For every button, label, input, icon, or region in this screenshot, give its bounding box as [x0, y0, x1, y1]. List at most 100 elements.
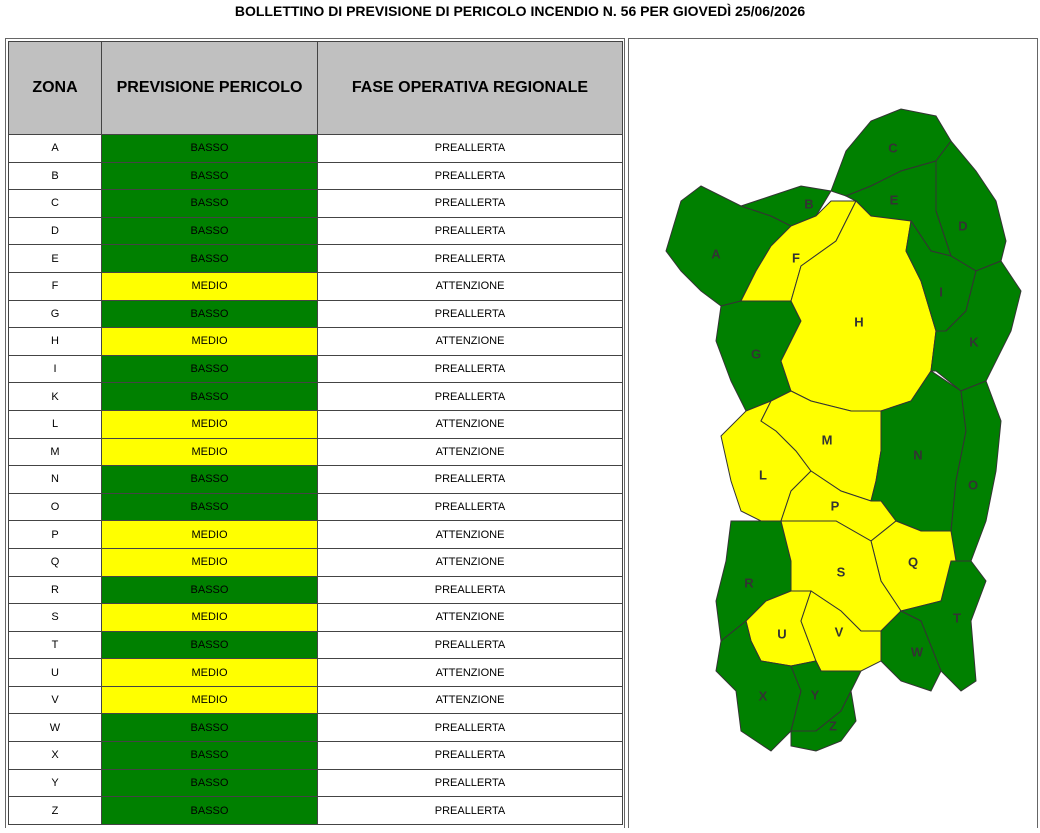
level-cell: MEDIO	[101, 658, 318, 687]
table-row: B BASSO PREALLERTA	[8, 161, 623, 191]
table-row: D BASSO PREALLERTA	[8, 216, 623, 246]
level-cell: BASSO	[101, 134, 318, 163]
zone-cell: S	[8, 603, 102, 632]
zone-label: G	[751, 346, 761, 361]
phase-cell: ATTENZIONE	[317, 658, 623, 687]
table-row: S MEDIO ATTENZIONE	[8, 603, 623, 632]
phase-cell: PREALLERTA	[317, 713, 623, 743]
zone-label: N	[913, 447, 922, 462]
zone-cell: D	[8, 216, 102, 246]
table-row: A BASSO PREALLERTA	[8, 134, 623, 163]
phase-cell: PREALLERTA	[317, 575, 623, 605]
zone-area	[800, 590, 882, 672]
phase-cell: ATTENZIONE	[317, 520, 623, 549]
zone-label: T	[953, 610, 961, 625]
zone-cell: Y	[8, 768, 102, 798]
phase-cell: PREALLERTA	[317, 768, 623, 798]
zone-cell: W	[8, 713, 102, 743]
zone-area	[790, 689, 857, 752]
title: BOLLETTINO DI PREVISIONE DI PERICOLO INC…	[234, 3, 806, 19]
level-cell: MEDIO	[101, 685, 318, 715]
zone-label: B	[804, 196, 813, 211]
table-row: Q MEDIO ATTENZIONE	[8, 547, 623, 577]
level-cell: BASSO	[101, 796, 318, 825]
zone-cell: X	[8, 741, 102, 770]
zone-label: I	[939, 284, 943, 299]
table-row: I BASSO PREALLERTA	[8, 354, 623, 384]
table-row: G BASSO PREALLERTA	[8, 299, 623, 329]
table-row: E BASSO PREALLERTA	[8, 244, 623, 273]
table-row: F MEDIO ATTENZIONE	[8, 271, 623, 301]
zone-cell: T	[8, 630, 102, 660]
zone-cell: A	[8, 134, 102, 163]
phase-cell: PREALLERTA	[317, 299, 623, 329]
table-body: A BASSO PREALLERTA B BASSO PREALLERTA C BASSO PR…	[8, 134, 623, 825]
level-cell: BASSO	[101, 630, 318, 660]
level-cell: BASSO	[101, 161, 318, 191]
zone-label: O	[968, 477, 978, 492]
forecast-table: ZONA PREVISIONE PERICOLO FASE OPERATIVA RE…	[8, 41, 623, 825]
zone-label: H	[854, 314, 863, 329]
phase-cell: ATTENZIONE	[317, 271, 623, 301]
table-row: Z BASSO PREALLERTA	[8, 796, 623, 825]
map-box: A B C D E F G H I K L M N O P Q R S T U V W X Y Z	[628, 38, 1038, 828]
level-cell: BASSO	[101, 575, 318, 605]
table-row: P MEDIO ATTENZIONE	[8, 520, 623, 549]
level-cell: MEDIO	[101, 327, 318, 356]
phase-cell: ATTENZIONE	[317, 547, 623, 577]
phase-cell: PREALLERTA	[317, 382, 623, 411]
zone-cell: R	[8, 575, 102, 605]
zone-cell: C	[8, 189, 102, 218]
zone-label: K	[969, 334, 979, 349]
zone-area	[739, 185, 832, 227]
table-row: O BASSO PREALLERTA	[8, 492, 623, 522]
zone-cell: P	[8, 520, 102, 549]
zone-cell: N	[8, 465, 102, 494]
phase-cell: PREALLERTA	[317, 216, 623, 246]
table-box: ZONA PREVISIONE PERICOLO FASE OPERATIVA RE…	[5, 38, 625, 828]
phase-cell: PREALLERTA	[317, 796, 623, 825]
zone-label: L	[759, 467, 767, 482]
phase-cell: PREALLERTA	[317, 354, 623, 384]
zone-label: X	[759, 688, 768, 703]
level-cell: BASSO	[101, 768, 318, 798]
zone-label: Q	[908, 554, 918, 569]
zone-cell: F	[8, 271, 102, 301]
zone-cell: M	[8, 437, 102, 467]
zone-cell: V	[8, 685, 102, 715]
zone-label: U	[777, 626, 786, 641]
level-cell: BASSO	[101, 354, 318, 384]
zone-label: Z	[829, 718, 837, 733]
zone-label: A	[711, 246, 721, 261]
phase-cell: PREALLERTA	[317, 189, 623, 218]
phase-cell: PREALLERTA	[317, 630, 623, 660]
phase-cell: ATTENZIONE	[317, 685, 623, 715]
zone-label: Y	[811, 687, 820, 702]
level-cell: BASSO	[101, 216, 318, 246]
level-cell: BASSO	[101, 741, 318, 770]
level-cell: BASSO	[101, 465, 318, 494]
table-row: H MEDIO ATTENZIONE	[8, 327, 623, 356]
zone-label: D	[958, 218, 967, 233]
level-cell: MEDIO	[101, 520, 318, 549]
phase-cell: PREALLERTA	[317, 134, 623, 163]
table-row: U MEDIO ATTENZIONE	[8, 658, 623, 687]
zone-area	[899, 560, 987, 692]
zone-area	[880, 610, 942, 692]
zone-cell: Z	[8, 796, 102, 825]
table-row: W BASSO PREALLERTA	[8, 713, 623, 743]
header-row: ZONA PREVISIONE PERICOLO FASE OPERATIVA RE…	[8, 41, 623, 135]
zone-label: E	[890, 192, 899, 207]
level-cell: MEDIO	[101, 409, 318, 439]
zone-area	[930, 260, 1022, 392]
level-cell: MEDIO	[101, 271, 318, 301]
zone-label: R	[744, 575, 754, 590]
table-row: T BASSO PREALLERTA	[8, 630, 623, 660]
phase-cell: PREALLERTA	[317, 244, 623, 273]
zone-cell: L	[8, 409, 102, 439]
phase-cell: ATTENZIONE	[317, 327, 623, 356]
table-row: V MEDIO ATTENZIONE	[8, 685, 623, 715]
table-row: X BASSO PREALLERTA	[8, 741, 623, 770]
zone-label: C	[888, 140, 898, 155]
zone-label: W	[911, 644, 924, 659]
